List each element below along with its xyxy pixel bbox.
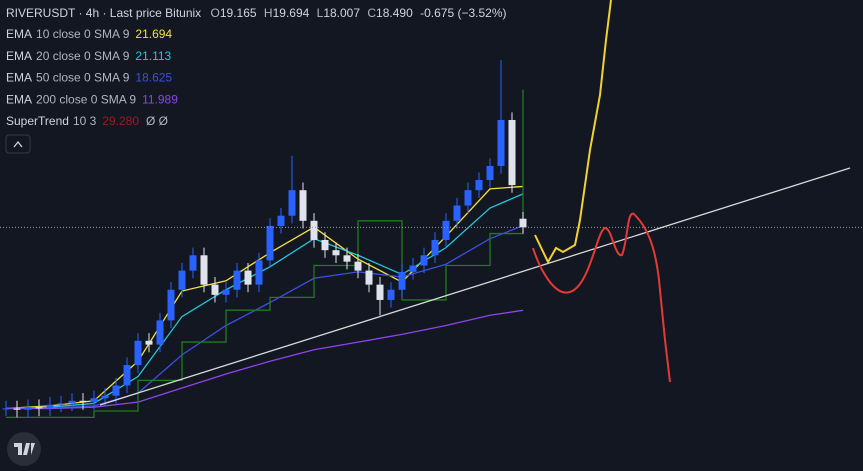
candle-body (453, 205, 461, 221)
ohlc-key: C (367, 6, 376, 20)
legend-name: EMA (6, 27, 32, 41)
candle-body (145, 340, 153, 345)
candle-body (156, 320, 164, 345)
candle-body (409, 265, 417, 272)
candle-body (200, 255, 208, 285)
change: -0.675 (−3.52%) (420, 6, 506, 20)
candle-body (35, 407, 43, 409)
legend-params: 20 close 0 SMA 9 (36, 49, 130, 63)
legend-name: EMA (6, 93, 32, 107)
legend: EMA 10 close 0 SMA 9 21.694 EMA 20 close 0 S… (6, 27, 178, 128)
freehand-yellow (534, 0, 612, 265)
candle-body (420, 255, 428, 266)
candle-body (321, 239, 329, 251)
candle-body (101, 395, 109, 399)
ohlc-value: 18.007 (323, 6, 360, 20)
candle-body (189, 255, 197, 271)
candle-body (442, 220, 450, 240)
ohlc-value: 18.490 (376, 6, 413, 20)
freehand-red (532, 212, 671, 383)
candle-body (332, 250, 340, 256)
legend-params: 200 close 0 SMA 9 (36, 93, 136, 107)
candle-body (79, 400, 87, 403)
candle-body (57, 403, 65, 405)
ohlc-key: L (317, 6, 324, 20)
legend-entry: EMA 20 close 0 SMA 9 21.113 (6, 49, 172, 63)
candle-body (244, 270, 252, 285)
ohlc-value: 19.694 (273, 6, 310, 20)
indicator-line (6, 89, 524, 419)
legend-entry: EMA 10 close 0 SMA 9 21.694 (6, 27, 172, 41)
legend-name: EMA (6, 71, 32, 85)
collapse-icon (13, 140, 23, 148)
legend-icons: Ø Ø (146, 114, 168, 128)
candle-body (255, 260, 263, 285)
candle-body (123, 365, 131, 386)
candle-body (464, 190, 472, 206)
legend-entry: SuperTrend 10 3 29.280 (6, 114, 139, 128)
candle-body (299, 190, 307, 221)
candle-body (233, 270, 241, 290)
candle-body (90, 398, 98, 403)
candle-body (112, 385, 120, 396)
candle-body (24, 407, 32, 410)
legend-entry: EMA 200 close 0 SMA 9 11.989 (6, 93, 178, 107)
legend-value: 21.694 (135, 27, 172, 41)
legend-params: 10 close 0 SMA 9 (36, 27, 130, 41)
legend-value: 21.113 (135, 49, 171, 63)
candle-body (46, 404, 54, 409)
candle-body (134, 340, 142, 366)
candle-body (508, 119, 516, 186)
candle-body (2, 408, 10, 410)
collapse-button[interactable] (5, 134, 31, 154)
candle-body (387, 289, 395, 300)
candle-body (365, 270, 373, 285)
candle-body (167, 289, 175, 321)
trend-line-drawing (99, 167, 851, 406)
legend-name: SuperTrend (6, 114, 69, 128)
candle-body (68, 400, 76, 404)
candle-body (266, 225, 274, 261)
legend-value: 11.989 (142, 93, 178, 107)
ohlc-key: O (211, 6, 220, 20)
ohlc-value: 19.165 (220, 6, 257, 20)
tv-logo (7, 432, 41, 466)
legend-value: 29.280 (102, 114, 139, 128)
candle-body (431, 239, 439, 256)
legend-entry: EMA 50 close 0 SMA 9 18.625 (6, 71, 172, 85)
candle-body (376, 284, 384, 300)
candle-body (519, 218, 527, 228)
candle-body (310, 220, 318, 240)
header: RIVERUSDT · 4h · Last price Bitunix O19.… (6, 6, 506, 20)
candle-body (354, 261, 362, 271)
candle-body (13, 408, 21, 410)
candle-body (277, 215, 285, 226)
candle-body (343, 255, 351, 262)
symbol: RIVERUSDT · 4h · Last price Bitunix (6, 6, 201, 20)
candle-body (222, 289, 230, 295)
candle-body (486, 165, 494, 180)
candle-body (475, 179, 483, 191)
legend-value: 18.625 (135, 71, 172, 85)
plot-area (0, 59, 863, 419)
ohlc-key: H (264, 6, 273, 20)
legend-name: EMA (6, 49, 32, 63)
candle-body (178, 270, 186, 290)
candle-body (288, 190, 296, 216)
legend-params: 50 close 0 SMA 9 (36, 71, 130, 85)
candle-body (211, 284, 219, 295)
legend-params: 10 3 (73, 114, 97, 128)
candle-body (398, 271, 406, 290)
candle-body (497, 119, 505, 166)
